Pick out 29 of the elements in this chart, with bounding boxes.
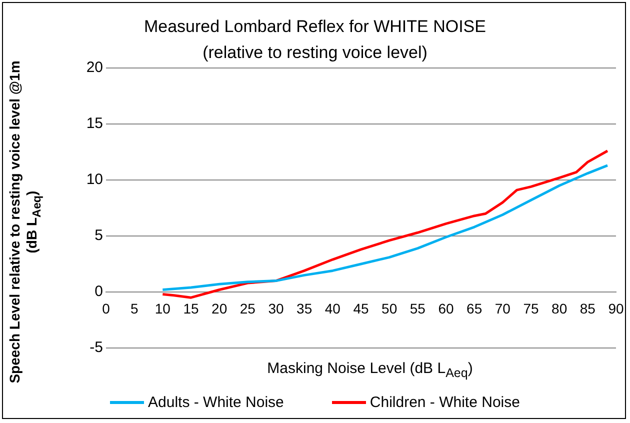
x-tick-label: 50 — [382, 300, 398, 316]
x-tick-label: 80 — [552, 300, 568, 316]
chart-title: Measured Lombard Reflex for WHITE NOISE — [144, 17, 486, 36]
x-tick-label: 75 — [523, 300, 539, 316]
x-tick-label: 45 — [353, 300, 369, 316]
y-tick-label: 0 — [94, 283, 103, 300]
x-tick-label: 20 — [212, 300, 228, 316]
x-tick-label: 10 — [154, 300, 171, 316]
x-tick-label: 60 — [438, 300, 454, 316]
y-tick-label: 20 — [86, 59, 103, 76]
x-tick-label: 65 — [466, 300, 482, 316]
chart-subtitle: (relative to resting voice level) — [202, 43, 428, 62]
legend-label: Adults - White Noise — [148, 394, 284, 411]
y-tick-label: 15 — [86, 115, 103, 132]
x-tick-label: 30 — [268, 300, 284, 316]
y-tick-label: 10 — [86, 171, 103, 188]
y-tick-label: -5 — [90, 339, 103, 356]
y-tick-label: 5 — [94, 227, 103, 244]
x-tick-label: 90 — [608, 300, 624, 316]
x-axis-title: Masking Noise Level (dB L$_{Aeq}$) — [266, 360, 474, 380]
x-tick-label: 85 — [580, 300, 596, 316]
x-tick-label: 25 — [240, 300, 256, 316]
x-tick-label: 15 — [183, 300, 199, 316]
x-tick-label: 70 — [494, 300, 511, 316]
x-tick-label: 55 — [410, 300, 426, 316]
x-tick-label: 5 — [130, 300, 138, 316]
x-tick-label: 35 — [296, 300, 312, 316]
x-tick-label: 40 — [324, 300, 341, 316]
legend-label: Children - White Noise — [370, 394, 520, 411]
